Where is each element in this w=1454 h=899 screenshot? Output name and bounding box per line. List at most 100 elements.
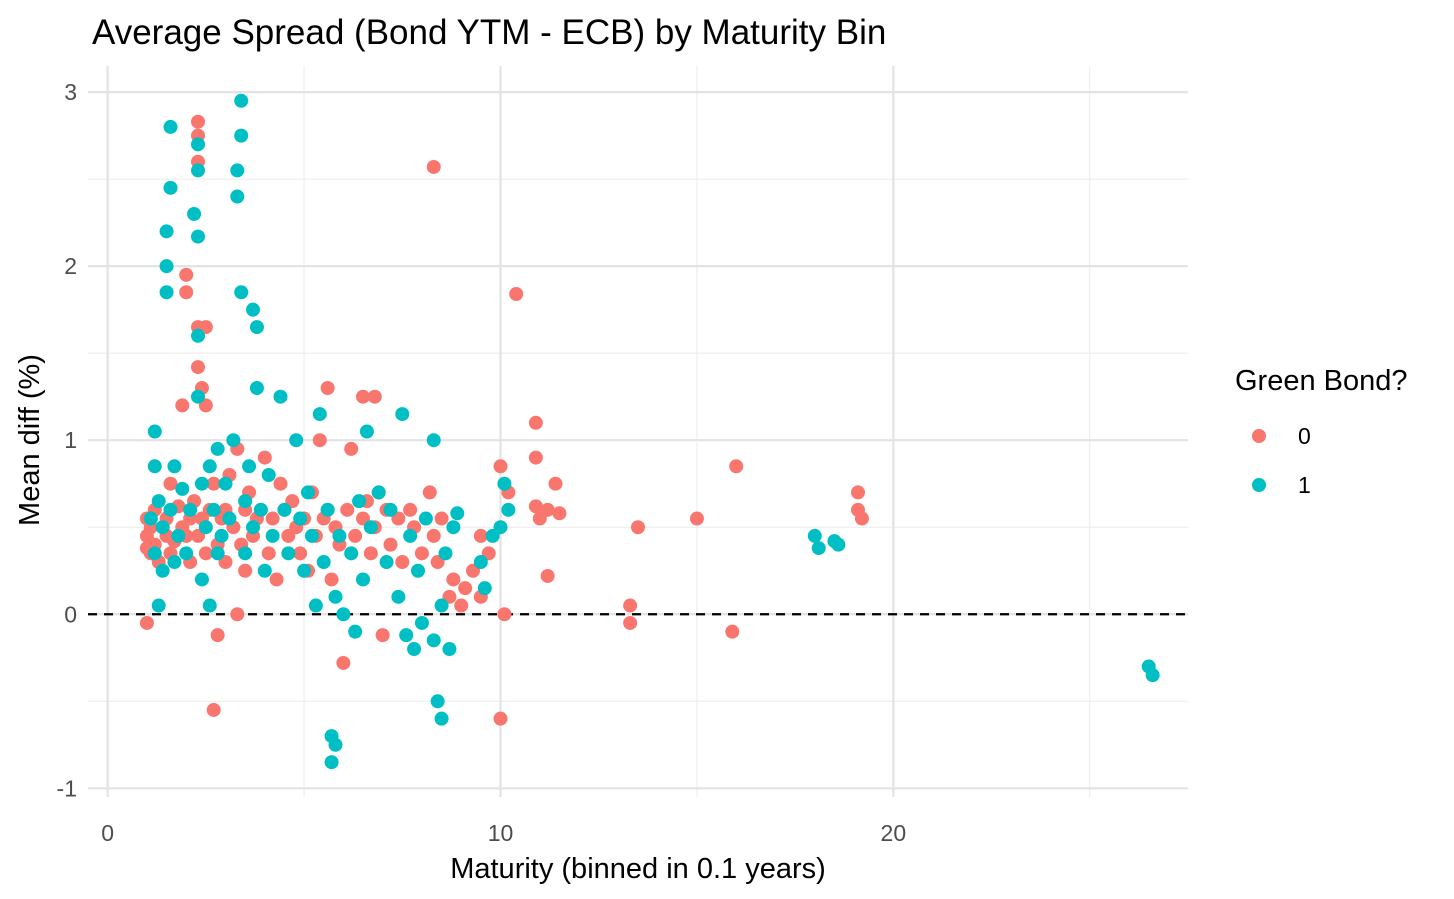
point-series-0-108 bbox=[493, 711, 508, 726]
point-series-0-82 bbox=[363, 546, 378, 561]
point-series-1-50 bbox=[253, 502, 268, 517]
point-series-0-118 bbox=[548, 476, 563, 491]
chart-title: Average Spread (Bond YTM - ECB) by Matur… bbox=[92, 13, 886, 52]
point-series-1-38 bbox=[230, 163, 245, 178]
point-series-0-122 bbox=[631, 520, 645, 535]
point-series-0-28 bbox=[191, 360, 205, 375]
point-series-1-64 bbox=[316, 555, 331, 570]
point-series-1-49 bbox=[249, 380, 264, 395]
point-series-1-27 bbox=[194, 572, 209, 587]
point-series-0-96 bbox=[426, 528, 441, 543]
point-series-1-58 bbox=[293, 511, 308, 526]
point-series-0-95 bbox=[426, 159, 441, 174]
point-series-1-4 bbox=[151, 598, 166, 613]
y-tick-label-3: 2 bbox=[64, 253, 77, 279]
legend-key-0 bbox=[1252, 429, 1266, 443]
point-series-1-33 bbox=[210, 546, 225, 561]
point-series-1-69 bbox=[328, 589, 343, 604]
point-series-1-37 bbox=[226, 433, 241, 448]
point-series-1-2 bbox=[147, 459, 162, 474]
point-series-0-94 bbox=[422, 485, 437, 500]
point-series-1-63 bbox=[312, 407, 327, 422]
point-series-0-127 bbox=[851, 485, 865, 500]
point-series-0-76 bbox=[340, 502, 355, 517]
point-series-0-123 bbox=[689, 511, 704, 526]
legend-key-1 bbox=[1252, 478, 1266, 492]
point-series-0-78 bbox=[348, 528, 363, 543]
point-series-1-76 bbox=[359, 424, 374, 439]
point-series-0-36 bbox=[206, 702, 221, 717]
point-series-0-125 bbox=[729, 459, 744, 474]
point-series-1-11 bbox=[163, 180, 178, 195]
point-series-1-107 bbox=[831, 537, 846, 552]
point-series-0-38 bbox=[210, 628, 225, 643]
point-series-1-45 bbox=[242, 459, 257, 474]
point-series-1-36 bbox=[222, 511, 237, 526]
point-series-1-13 bbox=[163, 502, 178, 517]
point-series-1-105 bbox=[811, 541, 826, 556]
point-series-1-79 bbox=[379, 555, 394, 570]
point-series-0-98 bbox=[434, 511, 449, 526]
point-series-1-83 bbox=[399, 628, 414, 643]
point-series-1-81 bbox=[391, 589, 406, 604]
series-0 bbox=[139, 114, 869, 726]
point-series-1-25 bbox=[191, 389, 205, 404]
point-series-1-5 bbox=[151, 494, 166, 509]
point-series-1-39 bbox=[230, 189, 245, 204]
point-series-1-61 bbox=[304, 528, 319, 543]
point-series-0-72 bbox=[324, 572, 339, 587]
point-series-0-101 bbox=[454, 598, 469, 613]
point-series-1-70 bbox=[332, 528, 347, 543]
point-series-0-57 bbox=[269, 572, 284, 587]
point-series-1-55 bbox=[277, 502, 292, 517]
point-series-1-109 bbox=[1145, 668, 1160, 683]
point-series-0-117 bbox=[540, 568, 555, 583]
point-series-1-94 bbox=[438, 546, 453, 561]
point-series-1-20 bbox=[187, 206, 202, 221]
point-series-1-23 bbox=[191, 229, 205, 244]
point-series-1-46 bbox=[246, 302, 260, 317]
point-series-0-24 bbox=[191, 114, 205, 129]
point-series-0-121 bbox=[623, 615, 638, 630]
point-series-0-37 bbox=[206, 476, 221, 491]
y-tick-label-2: 1 bbox=[64, 427, 77, 453]
point-series-0-56 bbox=[265, 511, 280, 526]
point-series-1-59 bbox=[297, 563, 312, 578]
point-series-0-77 bbox=[344, 441, 359, 456]
point-series-1-16 bbox=[171, 528, 186, 543]
point-series-0-119 bbox=[552, 506, 567, 521]
point-series-1-102 bbox=[497, 476, 512, 491]
point-series-0-49 bbox=[238, 563, 253, 578]
point-series-0-114 bbox=[528, 499, 543, 514]
point-series-1-62 bbox=[308, 598, 323, 613]
point-series-1-75 bbox=[356, 572, 370, 587]
point-series-1-10 bbox=[159, 285, 174, 300]
point-series-1-32 bbox=[210, 441, 225, 456]
point-series-1-84 bbox=[403, 528, 418, 543]
point-series-1-35 bbox=[218, 476, 233, 491]
series-1 bbox=[143, 93, 1160, 770]
point-series-1-21 bbox=[191, 163, 205, 178]
point-series-0-86 bbox=[375, 628, 390, 643]
x-tick-label-2: 20 bbox=[881, 820, 907, 846]
point-series-0-111 bbox=[509, 287, 524, 302]
point-series-1-28 bbox=[198, 520, 213, 535]
point-series-0-68 bbox=[312, 433, 327, 448]
x-axis-title: Maturity (binned in 0.1 years) bbox=[450, 853, 826, 885]
point-series-1-41 bbox=[234, 128, 249, 143]
point-series-1-87 bbox=[414, 615, 429, 630]
point-series-1-72 bbox=[344, 546, 359, 561]
point-series-0-91 bbox=[403, 502, 418, 517]
point-series-1-68 bbox=[328, 737, 343, 752]
legend-label-1: 1 bbox=[1298, 472, 1311, 498]
point-series-0-13 bbox=[163, 476, 178, 491]
y-tick-label-4: 3 bbox=[64, 79, 77, 105]
point-series-1-18 bbox=[179, 546, 194, 561]
point-series-0-79 bbox=[356, 389, 370, 404]
point-series-0-19 bbox=[179, 285, 194, 300]
point-series-1-1 bbox=[147, 424, 162, 439]
point-series-0-18 bbox=[179, 267, 194, 282]
point-series-1-82 bbox=[395, 407, 410, 422]
point-series-1-99 bbox=[477, 581, 492, 596]
point-series-1-43 bbox=[238, 494, 253, 509]
